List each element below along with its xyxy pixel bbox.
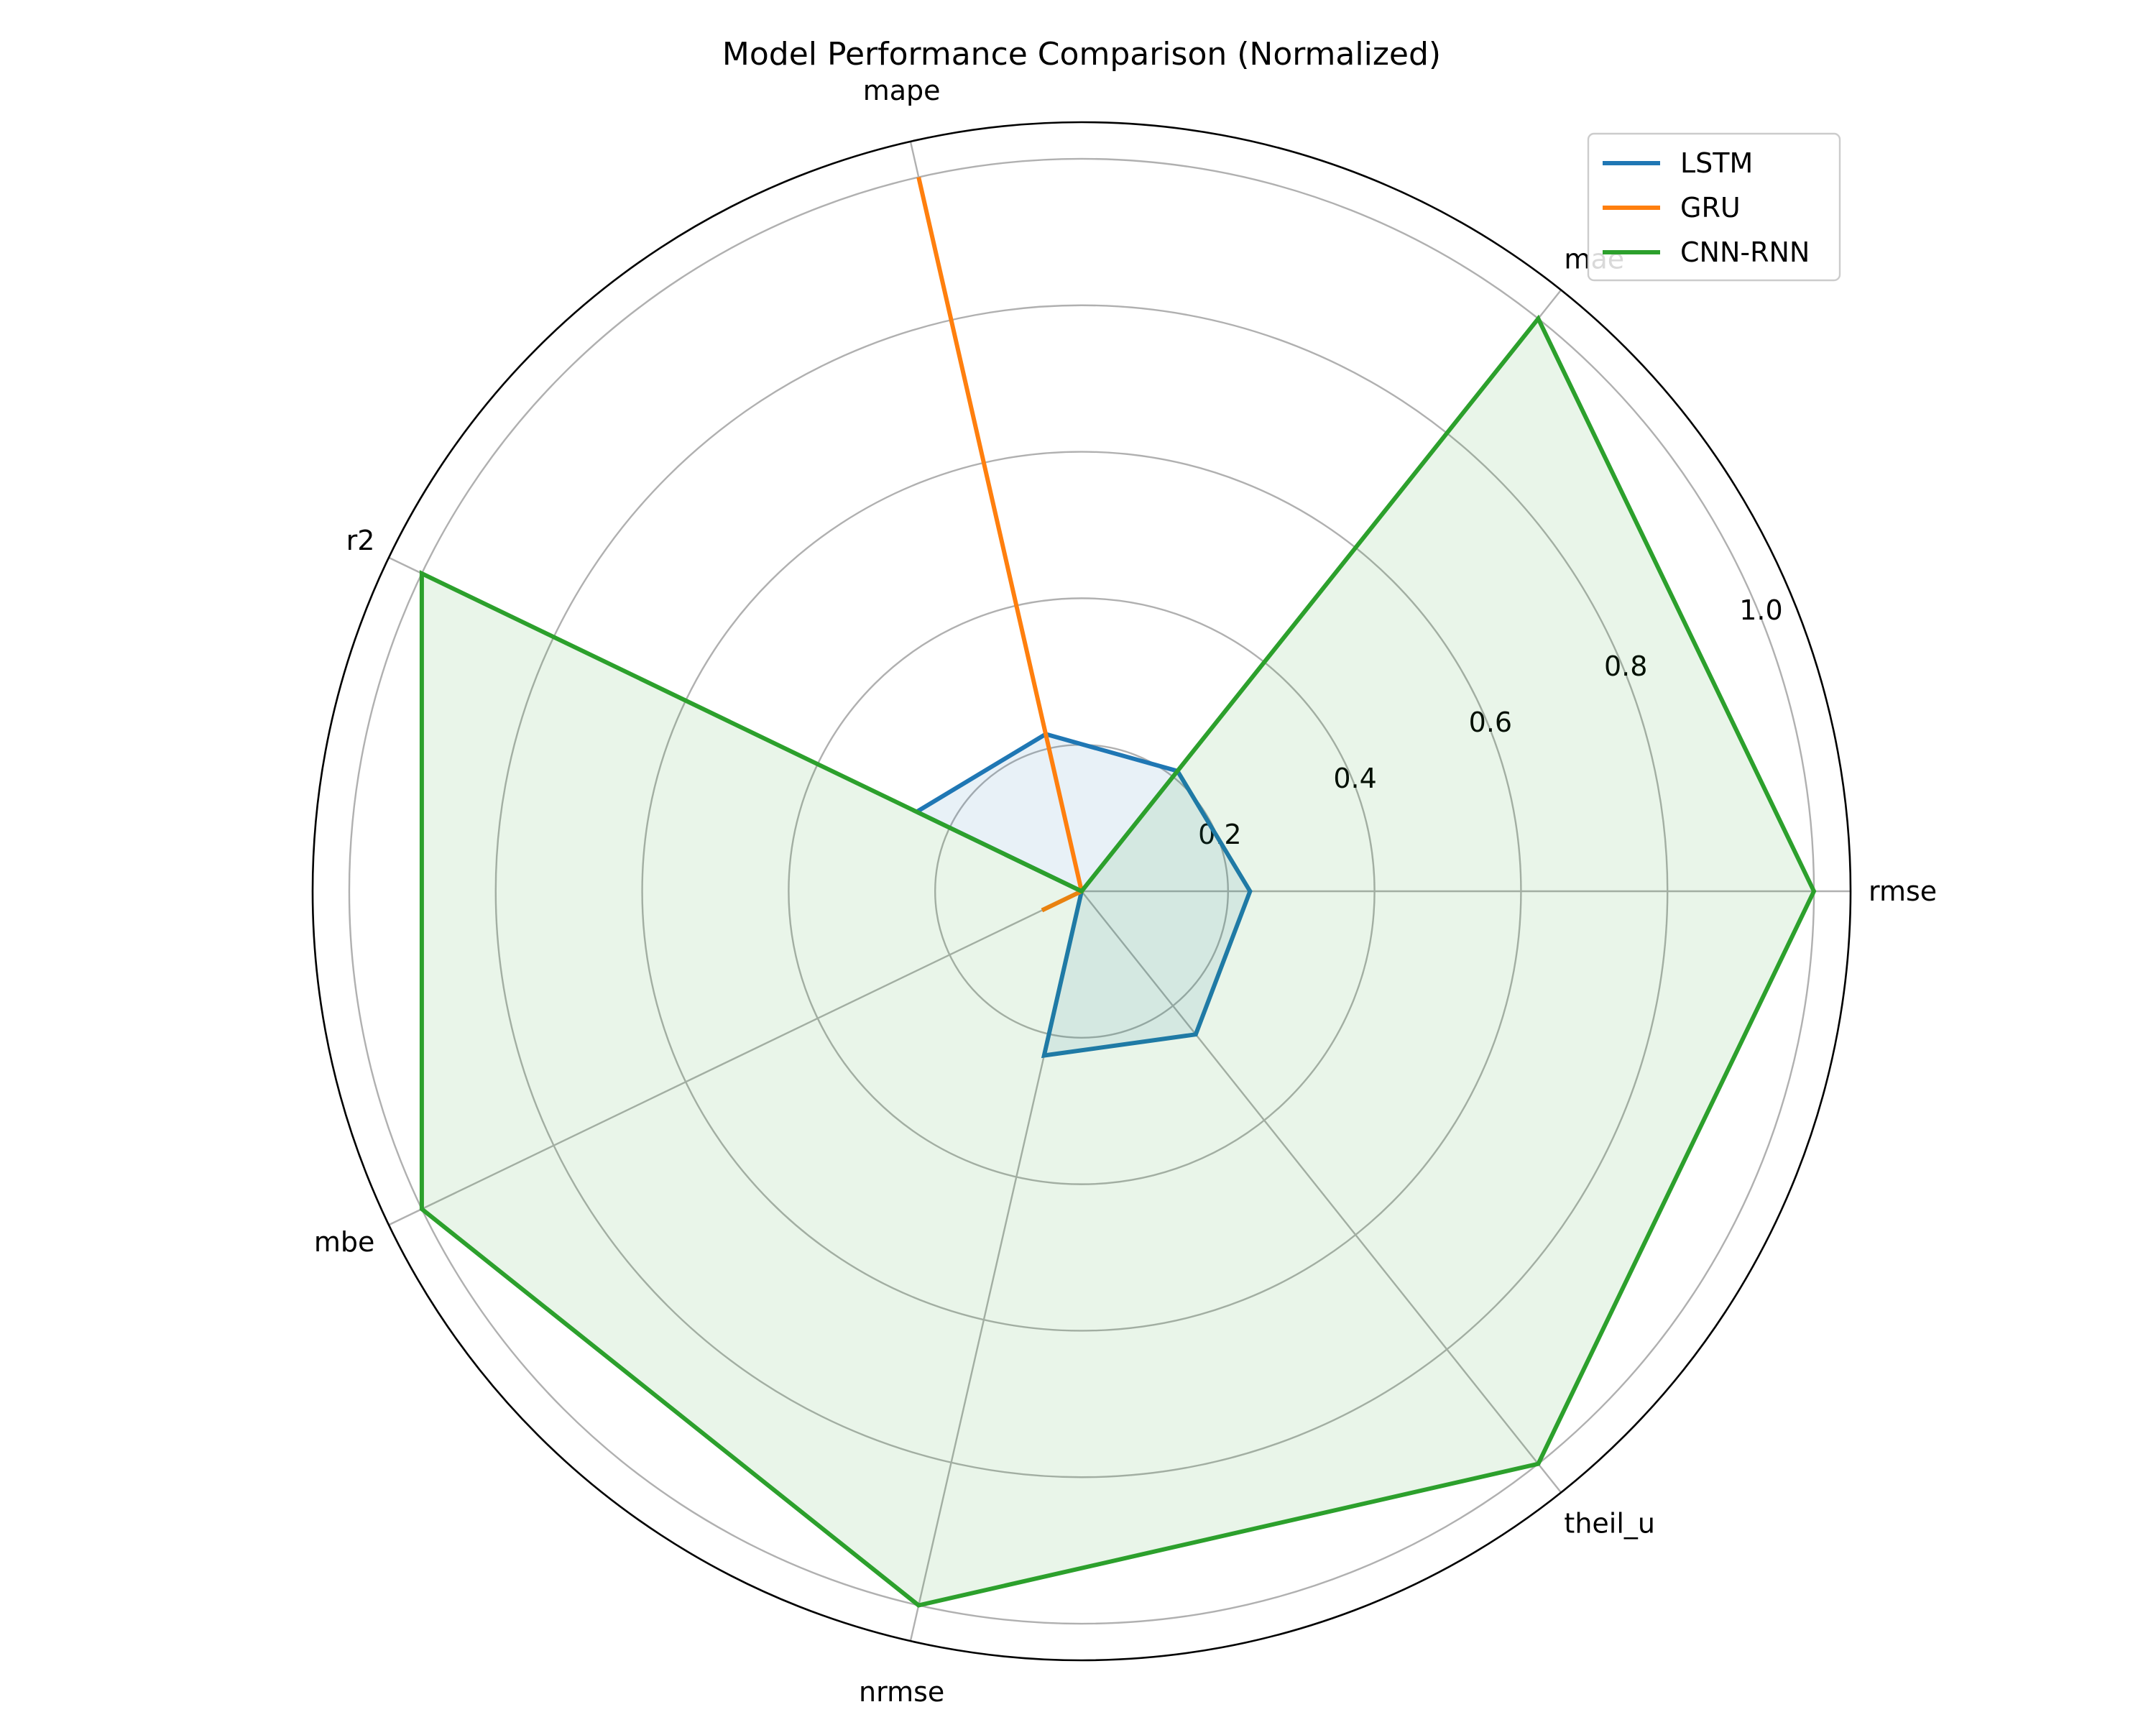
- radial-tick-label: 0.4: [1333, 763, 1376, 794]
- series-layer: [419, 176, 1817, 1608]
- legend-label-lstm: LSTM: [1680, 147, 1753, 179]
- legend: LSTM GRU CNN-RNN: [1587, 132, 1841, 282]
- series-line-cnn-rnn: [419, 314, 1817, 1608]
- legend-label-cnn-rnn: CNN-RNN: [1680, 236, 1810, 268]
- radial-tick-label: 0.6: [1469, 707, 1512, 738]
- polar-frame: [311, 121, 1852, 1662]
- axis-label-r2: r2: [346, 525, 375, 556]
- axis-label-theil_u: theil_u: [1564, 1508, 1655, 1540]
- chart-title: Model Performance Comparison (Normalized…: [722, 36, 1441, 73]
- axis-label-rmse: rmse: [1869, 875, 1937, 907]
- axis-label-nrmse: nrmse: [859, 1676, 944, 1708]
- axis-label-mape: mape: [863, 75, 941, 106]
- legend-box: [1587, 132, 1841, 282]
- series-fill-lstm: [916, 734, 1250, 1056]
- axis-label-mbe: mbe: [314, 1226, 375, 1258]
- radial-tick-label: 1.0: [1739, 594, 1782, 626]
- spoke-theil_u: [1081, 891, 1562, 1494]
- series-fill-cnn-rnn: [421, 318, 1814, 1606]
- spoke-mbe: [388, 890, 1082, 1226]
- radial-tick-label: 0.8: [1604, 650, 1647, 682]
- legend-label-gru: GRU: [1680, 192, 1741, 224]
